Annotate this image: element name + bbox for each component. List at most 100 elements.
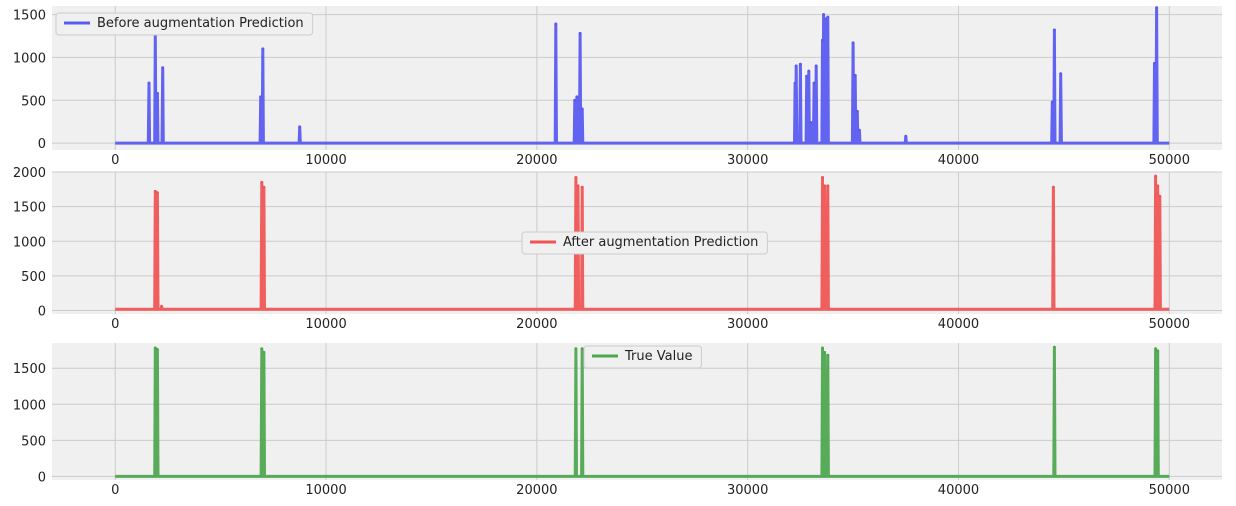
x-tick-label: 0 bbox=[111, 153, 119, 168]
data-point bbox=[798, 62, 802, 66]
data-point bbox=[814, 64, 818, 68]
y-tick-label: 2000 bbox=[13, 166, 46, 181]
y-tick-label: 1500 bbox=[13, 201, 46, 216]
data-point bbox=[260, 347, 264, 351]
data-point bbox=[1050, 100, 1054, 104]
y-tick-label: 1500 bbox=[13, 362, 46, 377]
data-point bbox=[793, 81, 797, 85]
x-tick-label: 50000 bbox=[1149, 483, 1190, 498]
data-point bbox=[574, 176, 578, 179]
x-tick-label: 0 bbox=[111, 317, 119, 332]
legend-label: Before augmentation Prediction bbox=[97, 16, 304, 31]
x-tick-label: 40000 bbox=[938, 317, 979, 332]
data-point bbox=[821, 38, 824, 42]
legend-box bbox=[583, 345, 702, 369]
data-point bbox=[858, 128, 861, 132]
y-tick-label: 500 bbox=[21, 434, 46, 449]
y-tick-label: 0 bbox=[38, 305, 46, 320]
legend: Before augmentation Prediction bbox=[55, 12, 314, 36]
data-point bbox=[824, 17, 828, 21]
x-tick-label: 30000 bbox=[727, 483, 768, 498]
subplot-3: 0 10000 20000 30000 40000 50000 0 500 1000 1500 Tr… bbox=[13, 343, 1222, 498]
data-point bbox=[576, 184, 580, 188]
data-point bbox=[1154, 174, 1157, 178]
data-point bbox=[826, 184, 830, 188]
x-tick-label: 20000 bbox=[516, 153, 557, 168]
x-tick-label: 40000 bbox=[938, 483, 979, 498]
data-point bbox=[262, 185, 266, 189]
data-point bbox=[1051, 185, 1055, 189]
x-tick-label: 10000 bbox=[305, 317, 346, 332]
data-point bbox=[260, 180, 264, 184]
data-point bbox=[823, 350, 827, 354]
data-point bbox=[1059, 72, 1063, 76]
data-point bbox=[904, 134, 908, 138]
x-tick-label: 20000 bbox=[516, 483, 557, 498]
data-point bbox=[855, 110, 859, 113]
data-point bbox=[578, 32, 582, 35]
data-point bbox=[812, 81, 816, 85]
data-point bbox=[160, 304, 164, 308]
subplot-2: 0 10000 20000 30000 40000 50000 0 500 1000 1500 20… bbox=[13, 166, 1222, 332]
y-tick-label: 500 bbox=[21, 94, 46, 109]
data-point bbox=[851, 41, 855, 45]
data-point bbox=[573, 98, 577, 102]
subplot-1: 0 10000 20000 30000 40000 50000 0 500 1000 1500 Be… bbox=[13, 6, 1222, 168]
data-point bbox=[821, 176, 824, 179]
x-tick-label: 50000 bbox=[1149, 153, 1190, 168]
data-point bbox=[1158, 194, 1162, 198]
y-tick-label: 500 bbox=[21, 270, 46, 285]
data-point bbox=[805, 74, 809, 78]
data-point bbox=[259, 95, 263, 99]
y-tick-label: 1000 bbox=[13, 51, 46, 66]
data-point bbox=[794, 64, 798, 68]
data-point bbox=[554, 22, 558, 26]
data-point bbox=[1154, 347, 1157, 351]
data-point bbox=[826, 15, 830, 19]
data-point bbox=[1053, 28, 1056, 32]
data-point bbox=[1156, 349, 1160, 353]
y-tick-label: 1500 bbox=[13, 9, 46, 24]
y-tick-label: 0 bbox=[38, 137, 46, 152]
x-tick-label: 10000 bbox=[305, 153, 346, 168]
x-tick-label: 50000 bbox=[1149, 317, 1190, 332]
y-tick-label: 1000 bbox=[13, 235, 46, 250]
data-point bbox=[580, 347, 584, 351]
data-point bbox=[147, 81, 151, 85]
data-point bbox=[575, 95, 579, 99]
data-point bbox=[161, 66, 165, 70]
legend: After augmentation Prediction bbox=[521, 231, 768, 255]
data-point bbox=[1153, 62, 1156, 65]
legend-box bbox=[521, 231, 768, 255]
y-tick-label: 1000 bbox=[13, 398, 46, 413]
data-point bbox=[156, 191, 159, 195]
x-tick-label: 30000 bbox=[727, 317, 768, 332]
x-tick-label: 30000 bbox=[727, 153, 768, 168]
legend-label: True Value bbox=[624, 349, 692, 364]
data-point bbox=[262, 350, 266, 354]
data-point bbox=[156, 92, 159, 95]
x-tick-label: 10000 bbox=[305, 483, 346, 498]
series-line bbox=[115, 345, 1170, 478]
legend: True Value bbox=[583, 345, 702, 369]
x-tick-label: 0 bbox=[111, 483, 119, 498]
legend-label: After augmentation Prediction bbox=[563, 235, 758, 250]
data-point bbox=[809, 121, 813, 124]
data-point bbox=[153, 189, 157, 193]
data-point bbox=[156, 348, 159, 351]
data-point bbox=[821, 346, 824, 350]
y-tick-label: 0 bbox=[38, 470, 46, 485]
data-point bbox=[1156, 184, 1160, 188]
x-tick-label: 40000 bbox=[938, 153, 979, 168]
data-point bbox=[826, 353, 830, 357]
data-point bbox=[853, 74, 857, 77]
data-point bbox=[823, 184, 827, 188]
data-point bbox=[1155, 6, 1159, 10]
data-point bbox=[261, 47, 265, 51]
legend-box bbox=[55, 12, 314, 36]
data-point bbox=[580, 107, 584, 111]
data-point bbox=[574, 347, 578, 351]
data-point bbox=[807, 69, 811, 73]
data-point bbox=[153, 346, 157, 350]
data-point bbox=[580, 185, 584, 189]
